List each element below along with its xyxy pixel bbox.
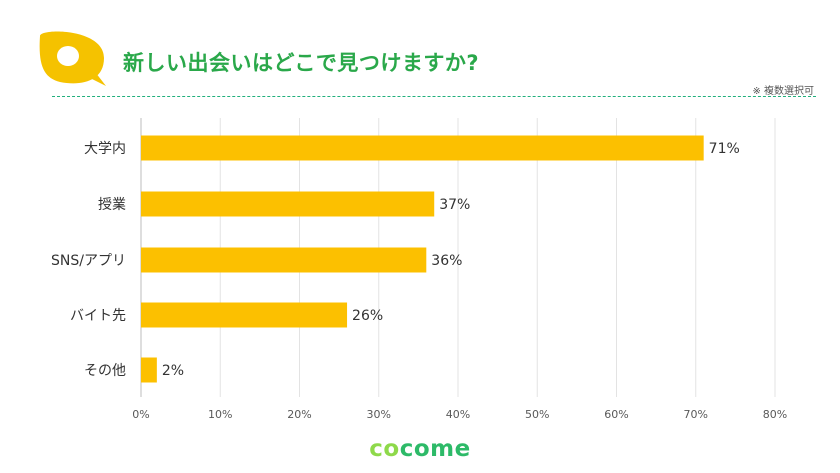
value-label: 26% [352,308,383,324]
x-tick-label: 50% [525,408,549,421]
brand-name: cocome [369,436,471,462]
category-label: 大学内 [84,141,126,157]
value-label: 71% [709,141,740,157]
bar-1 [141,191,435,217]
x-tick-label: 10% [208,408,232,421]
q-logo-icon [39,31,106,86]
multiple-choice-note: ※ 複数選択可 [752,86,814,97]
x-tick-label: 70% [684,408,708,421]
x-tick-label: 40% [446,408,470,421]
page-title: 新しい出会いはどこで見つけますか? [123,51,480,75]
x-tick-label: 0% [132,408,149,421]
bar-0 [141,135,704,161]
value-label: 36% [431,253,462,269]
category-label: SNS/アプリ [51,253,126,269]
bar-4 [141,357,157,383]
x-tick-label: 20% [287,408,311,421]
category-label: その他 [84,363,126,379]
x-tick-label: 80% [763,408,787,421]
category-label: 授業 [98,197,126,213]
bar-2 [141,247,427,273]
bar-3 [141,302,348,328]
x-tick-label: 60% [604,408,628,421]
category-label: バイト先 [70,308,126,324]
brand-logo: cocome [0,436,840,462]
x-tick-label: 30% [367,408,391,421]
value-label: 2% [162,363,184,379]
header-divider [52,96,816,97]
value-label: 37% [439,197,470,213]
